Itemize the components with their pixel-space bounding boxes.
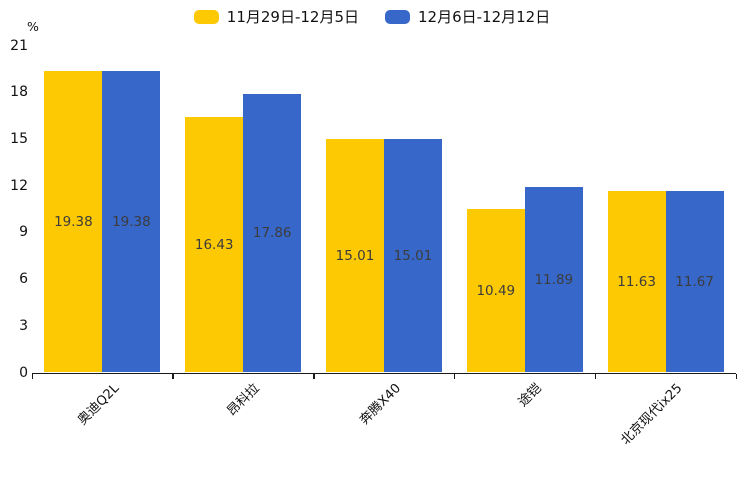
bar-11月29日-12月5日-北京现代ix25 [607,191,666,373]
bar-value-label: 10.49 [476,282,516,299]
bar-value-label: 15.01 [335,247,375,264]
legend: 11月29日-12月5日 12月6日-12月12日 [0,7,744,27]
bar-11月29日-12月5日-昂科拉 [185,116,244,373]
bar-value-label: 16.43 [194,236,234,253]
bar-12月6日-12月12日-北京现代ix25 [665,190,724,373]
y-axis-tick-label: 21 [10,37,28,54]
legend-label: 12月6日-12月12日 [418,8,551,26]
y-axis-tick-label: 12 [10,177,28,194]
bar-12月6日-12月12日-昂科拉 [243,94,302,373]
bar-value-label: 11.89 [534,271,574,288]
bar-12月6日-12月12日-奥迪Q2L [102,70,161,373]
bar-value-label: 11.63 [617,273,656,290]
x-axis-tick [172,374,174,379]
x-axis-line [32,372,736,375]
legend-swatch-icon [193,10,219,24]
x-axis-category-label: 昂科拉 [224,381,263,420]
bar-11月29日-12月5日-奔腾X40 [326,138,384,373]
y-axis-tick-label: 3 [19,317,28,334]
x-axis-tick [735,374,737,379]
x-axis-tick [453,374,456,379]
y-axis-tick-label: 18 [10,84,28,101]
legend-label: 11月29日-12月5日 [226,8,359,26]
bar-11月29日-12月5日-奥迪Q2L [44,70,103,373]
x-axis-category-label: 奔腾X40 [356,381,404,428]
y-axis-unit-label: % [27,19,39,34]
bar-value-label: 17.86 [252,225,292,242]
legend-swatch-icon [385,10,410,24]
x-axis-category-label: 途铠 [515,381,545,411]
bar-12月6日-12月12日-途铠 [524,187,583,373]
bar-value-label: 19.38 [54,213,93,230]
x-axis-tick [31,374,33,379]
y-axis-tick-label: 6 [19,271,28,288]
y-axis-tick-label: 0 [19,364,28,381]
bar-value-label: 19.38 [112,213,151,230]
legend-item-0: 11月29日-12月5日 [193,7,359,27]
x-axis-category-label: 奥迪Q2L [74,381,123,429]
y-axis-tick-label: 9 [19,224,28,241]
x-axis-tick [594,374,597,379]
bar-11月29日-12月5日-途铠 [466,209,525,373]
y-axis-tick-label: 15 [10,130,28,147]
x-axis-category-label: 北京现代ix25 [618,381,686,449]
x-axis-tick [313,374,315,379]
legend-item-1: 12月6日-12月12日 [385,7,550,27]
bar-12月6日-12月12日-奔腾X40 [384,138,442,373]
bar-value-label: 11.67 [675,273,714,290]
bar-value-label: 15.01 [393,247,433,264]
